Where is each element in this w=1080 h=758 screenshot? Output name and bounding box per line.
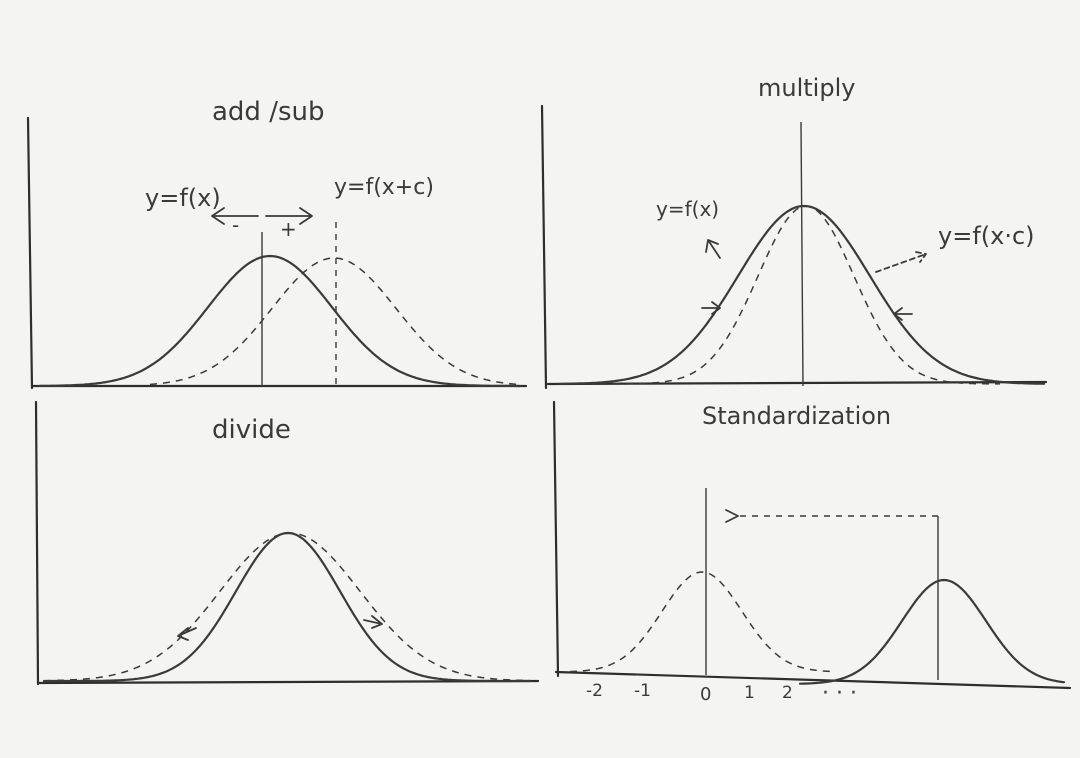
standardization-tick-neg2: -2 bbox=[586, 681, 603, 701]
standardization-tick-neg1: -1 bbox=[634, 681, 651, 701]
panel-divide-title: divide bbox=[212, 415, 291, 445]
add-sub-label-fx: y=f(x) bbox=[145, 184, 221, 212]
standardization-original-curve bbox=[800, 580, 1064, 684]
multiply-label-pointer-arrow-icon bbox=[876, 252, 926, 272]
standardization-ellipsis: · · · bbox=[822, 681, 857, 706]
multiply-label-fx: y=f(x) bbox=[656, 197, 719, 221]
multiply-left-inward-arrow-icon bbox=[702, 302, 720, 314]
standardization-standard-curve bbox=[570, 572, 830, 672]
divide-original-curve bbox=[44, 533, 530, 681]
add-sub-original-curve bbox=[40, 256, 520, 386]
add-sub-minus-sign: - bbox=[232, 213, 239, 237]
panel-multiply-title: multiply bbox=[758, 74, 855, 102]
panel-multiply: multiply y=f(x) y=f(x·c) bbox=[542, 74, 1046, 388]
standardization-tick-1: 1 bbox=[744, 683, 755, 703]
panel-standardization: Standardization -2 -1 0 1 2 · · · bbox=[554, 402, 1070, 706]
add-sub-label-fxc: y=f(x+c) bbox=[334, 175, 434, 200]
divide-scaled-curve bbox=[44, 533, 530, 681]
divide-right-outward-arrow-icon bbox=[364, 616, 382, 628]
divide-y-axis bbox=[36, 402, 38, 684]
panel-divide: divide bbox=[36, 402, 538, 684]
add-sub-plus-sign: + bbox=[280, 217, 297, 241]
add-sub-y-axis bbox=[28, 118, 32, 388]
panel-standardization-title: Standardization bbox=[702, 402, 891, 430]
multiply-pointer-arrow-icon bbox=[706, 240, 720, 258]
multiply-y-axis bbox=[542, 106, 546, 388]
multiply-label-fxc: y=f(x·c) bbox=[938, 222, 1035, 250]
multiply-center-line bbox=[801, 122, 803, 386]
panel-add-sub: add /sub y=f(x) y=f(x+c) - + bbox=[28, 97, 526, 388]
standardization-shift-arrow-icon bbox=[726, 510, 738, 522]
panel-add-sub-title: add /sub bbox=[212, 97, 325, 127]
standardization-y-axis bbox=[554, 402, 558, 676]
standardization-tick-2: 2 bbox=[782, 683, 793, 703]
add-sub-shifted-curve bbox=[150, 258, 520, 385]
standardization-tick-0: 0 bbox=[700, 684, 711, 705]
